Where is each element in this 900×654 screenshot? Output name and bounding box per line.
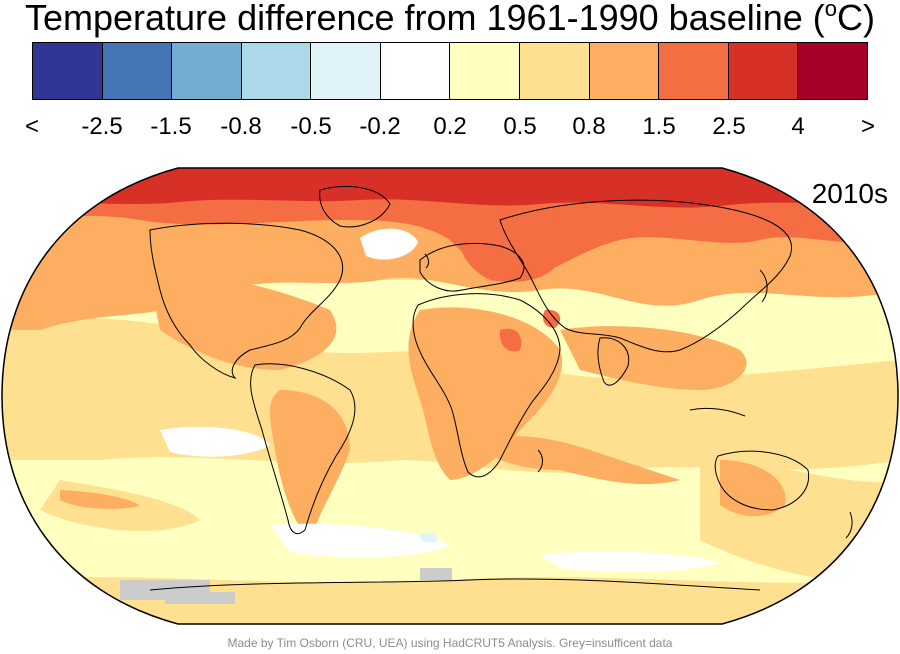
north-america-outline [149,222,344,379]
greenland-outline [319,186,391,228]
legend-swatch [589,43,660,99]
legend-swatch [520,43,590,99]
legend-swatch [311,43,381,99]
anomaly-band-near-zero [160,228,720,572]
madagascar-outline [537,449,543,473]
australia-outline [714,450,810,511]
legend-tick: -1.5 [150,113,192,140]
europe-outline [419,242,525,292]
africa-outline [412,293,561,478]
japan-outline [759,269,768,303]
legend-tick-greater-than: > [860,113,876,140]
legend-tick-less-than: < [24,113,40,140]
antarctica-outline [149,578,761,591]
new-zealand-outline [845,511,853,539]
credit-line: Made by Tim Osborn (CRU, UEA) using HadC… [227,636,673,650]
legend-tick: 0.5 [503,113,537,140]
period-label: 2010s [811,178,888,209]
chart-title: Temperature difference from 1961-1990 ba… [0,0,900,38]
legend-swatch [659,43,729,99]
legend-swatch [102,43,173,99]
legend-tick: -0.2 [359,113,401,140]
title-text: Temperature difference from 1961-1990 ba… [24,0,825,38]
legend-tick: -0.5 [290,113,332,140]
degree-symbol: o [824,0,838,21]
coastlines [149,186,853,591]
anomaly-band-cool-patch [419,532,438,543]
south-america-outline [250,363,356,535]
legend-tick: -0.8 [220,113,262,140]
globe-border [1,167,899,625]
legend-swatch [798,43,867,99]
india-outline [597,337,630,386]
legend-tick: 0.2 [433,113,467,140]
legend-swatch [450,43,521,99]
legend-tick: 4 [791,113,805,140]
legend-tick: 0.8 [572,113,606,140]
asia-outline [499,199,792,353]
color-scale-bar [32,42,868,100]
world-temperature-map [0,160,900,632]
legend-swatch [33,43,103,99]
insufficient-data-areas [120,568,452,604]
legend-swatch [241,43,312,99]
legend-swatch [172,43,242,99]
title-unit: C) [837,0,876,38]
uk-outline [424,253,429,269]
legend-swatch [380,43,451,99]
indonesia-outline [689,407,746,417]
anomaly-band-2.5-4 [2,168,898,208]
legend-tick: 1.5 [642,113,676,140]
legend-tick: -2.5 [81,113,123,140]
legend-tick: 2.5 [712,113,746,140]
legend-swatch [728,43,799,99]
